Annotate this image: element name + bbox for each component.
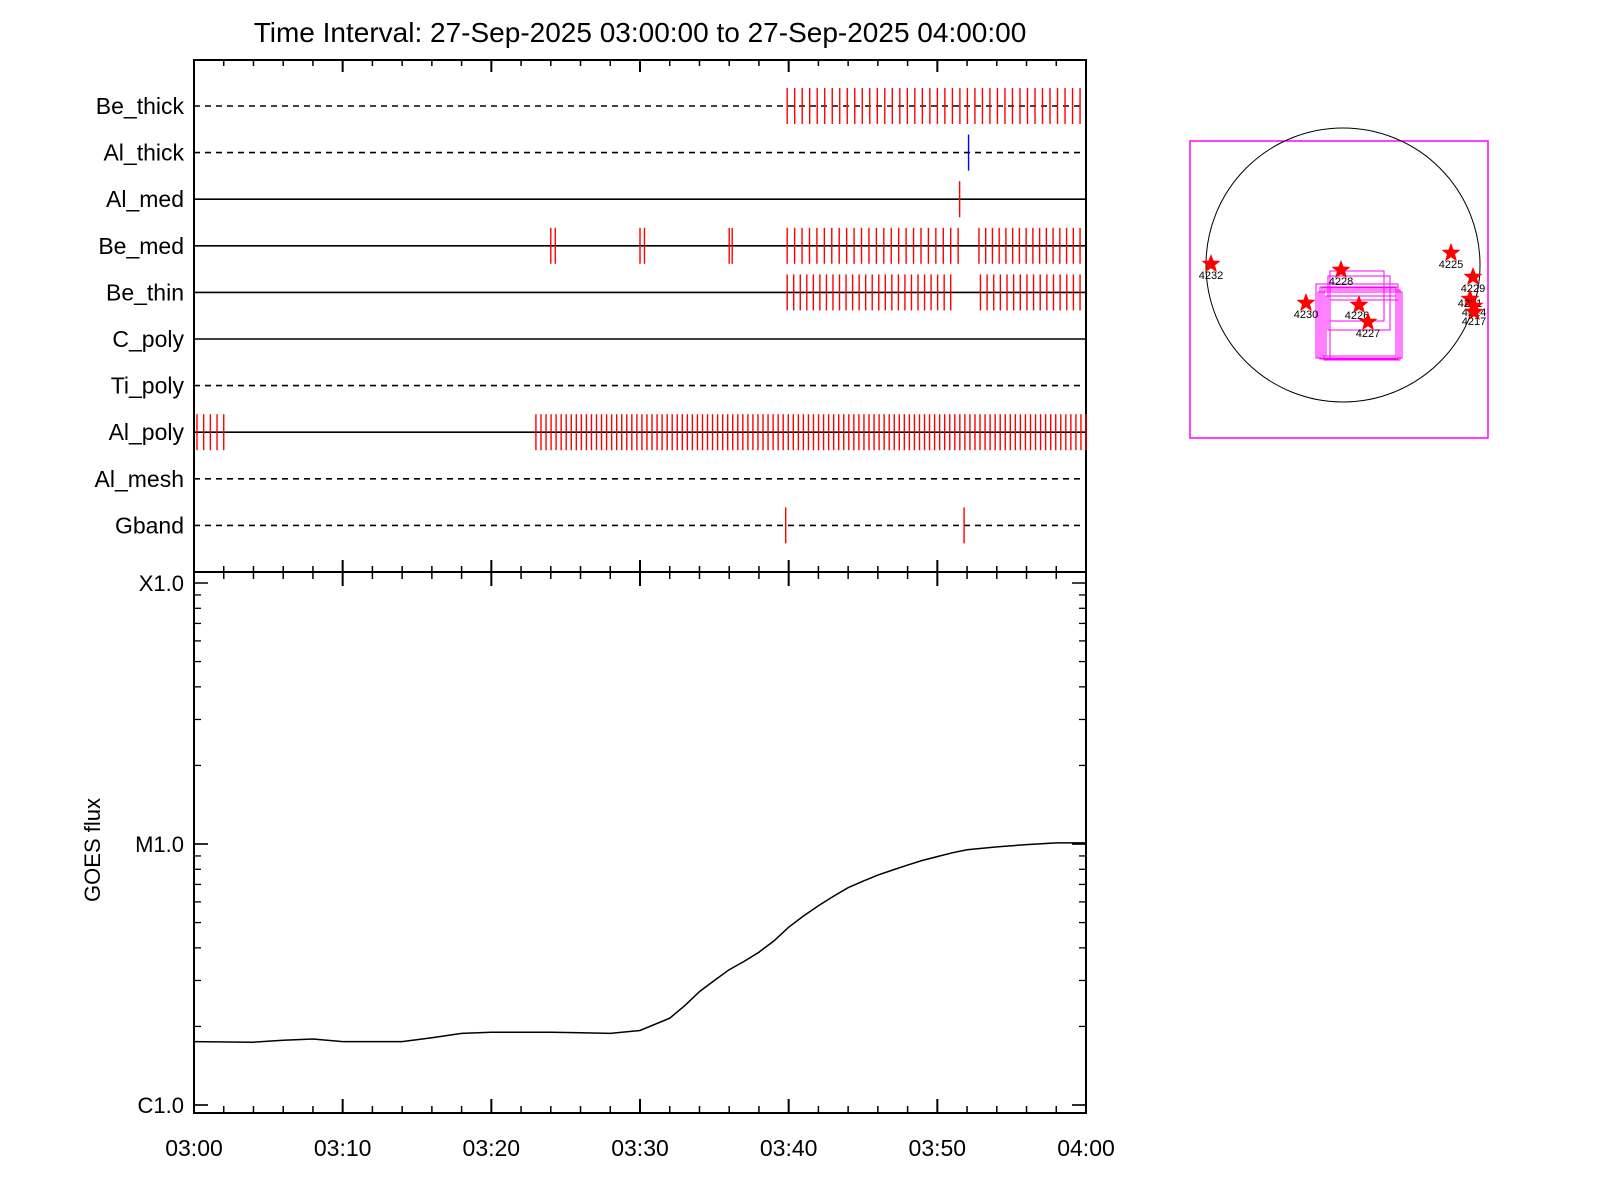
region-label: 4232 xyxy=(1199,270,1223,282)
row-label: Be_thin xyxy=(106,279,184,305)
row-label: Al_med xyxy=(106,186,184,212)
x-tick-label: 03:50 xyxy=(909,1135,967,1161)
x-tick-label: 03:10 xyxy=(314,1135,372,1161)
region-label: 4217 xyxy=(1462,316,1486,328)
row-label: Gband xyxy=(115,512,184,538)
row-label: Al_thick xyxy=(103,140,184,166)
x-tick-label: 03:00 xyxy=(165,1135,223,1161)
goes-y-axis-label: GOES flux xyxy=(80,798,105,902)
x-tick-label: 03:40 xyxy=(760,1135,818,1161)
row-label: Al_mesh xyxy=(95,466,184,492)
x-tick-label: 04:00 xyxy=(1057,1135,1115,1161)
region-label: 4228 xyxy=(1329,276,1353,288)
row-label: C_poly xyxy=(112,326,184,352)
y-tick-label: C1.0 xyxy=(138,1093,184,1118)
region-label: 4230 xyxy=(1294,309,1318,321)
solar-disk-map: 4232422842254229423042264231422742244217 xyxy=(1190,128,1488,438)
row-label: Be_med xyxy=(98,233,184,259)
chart-title: Time Interval: 27-Sep-2025 03:00:00 to 2… xyxy=(254,17,1027,48)
goes-frame xyxy=(194,572,1086,1113)
region-label: 4229 xyxy=(1461,283,1485,295)
y-tick-label: M1.0 xyxy=(135,832,184,857)
y-tick-label: X1.0 xyxy=(139,571,184,596)
row-label: Al_poly xyxy=(109,419,185,445)
x-tick-label: 03:30 xyxy=(611,1135,669,1161)
goes-flux-panel: C1.0 M1.0 X1.0 03:00 03:10 03:20 03:30 03:40 03:… xyxy=(135,571,1115,1161)
goes-flux-line xyxy=(194,843,1086,1042)
row-label: Be_thick xyxy=(96,93,185,119)
timeline-frame xyxy=(194,60,1086,572)
region-label: 4225 xyxy=(1439,259,1463,271)
row-label: Ti_poly xyxy=(111,373,185,399)
event-timeline-panel: Be_thick Al_thick Al_med Be_med Be_thin C_pol… xyxy=(95,60,1086,572)
x-tick-label: 03:20 xyxy=(463,1135,521,1161)
region-label: 4227 xyxy=(1356,328,1380,340)
